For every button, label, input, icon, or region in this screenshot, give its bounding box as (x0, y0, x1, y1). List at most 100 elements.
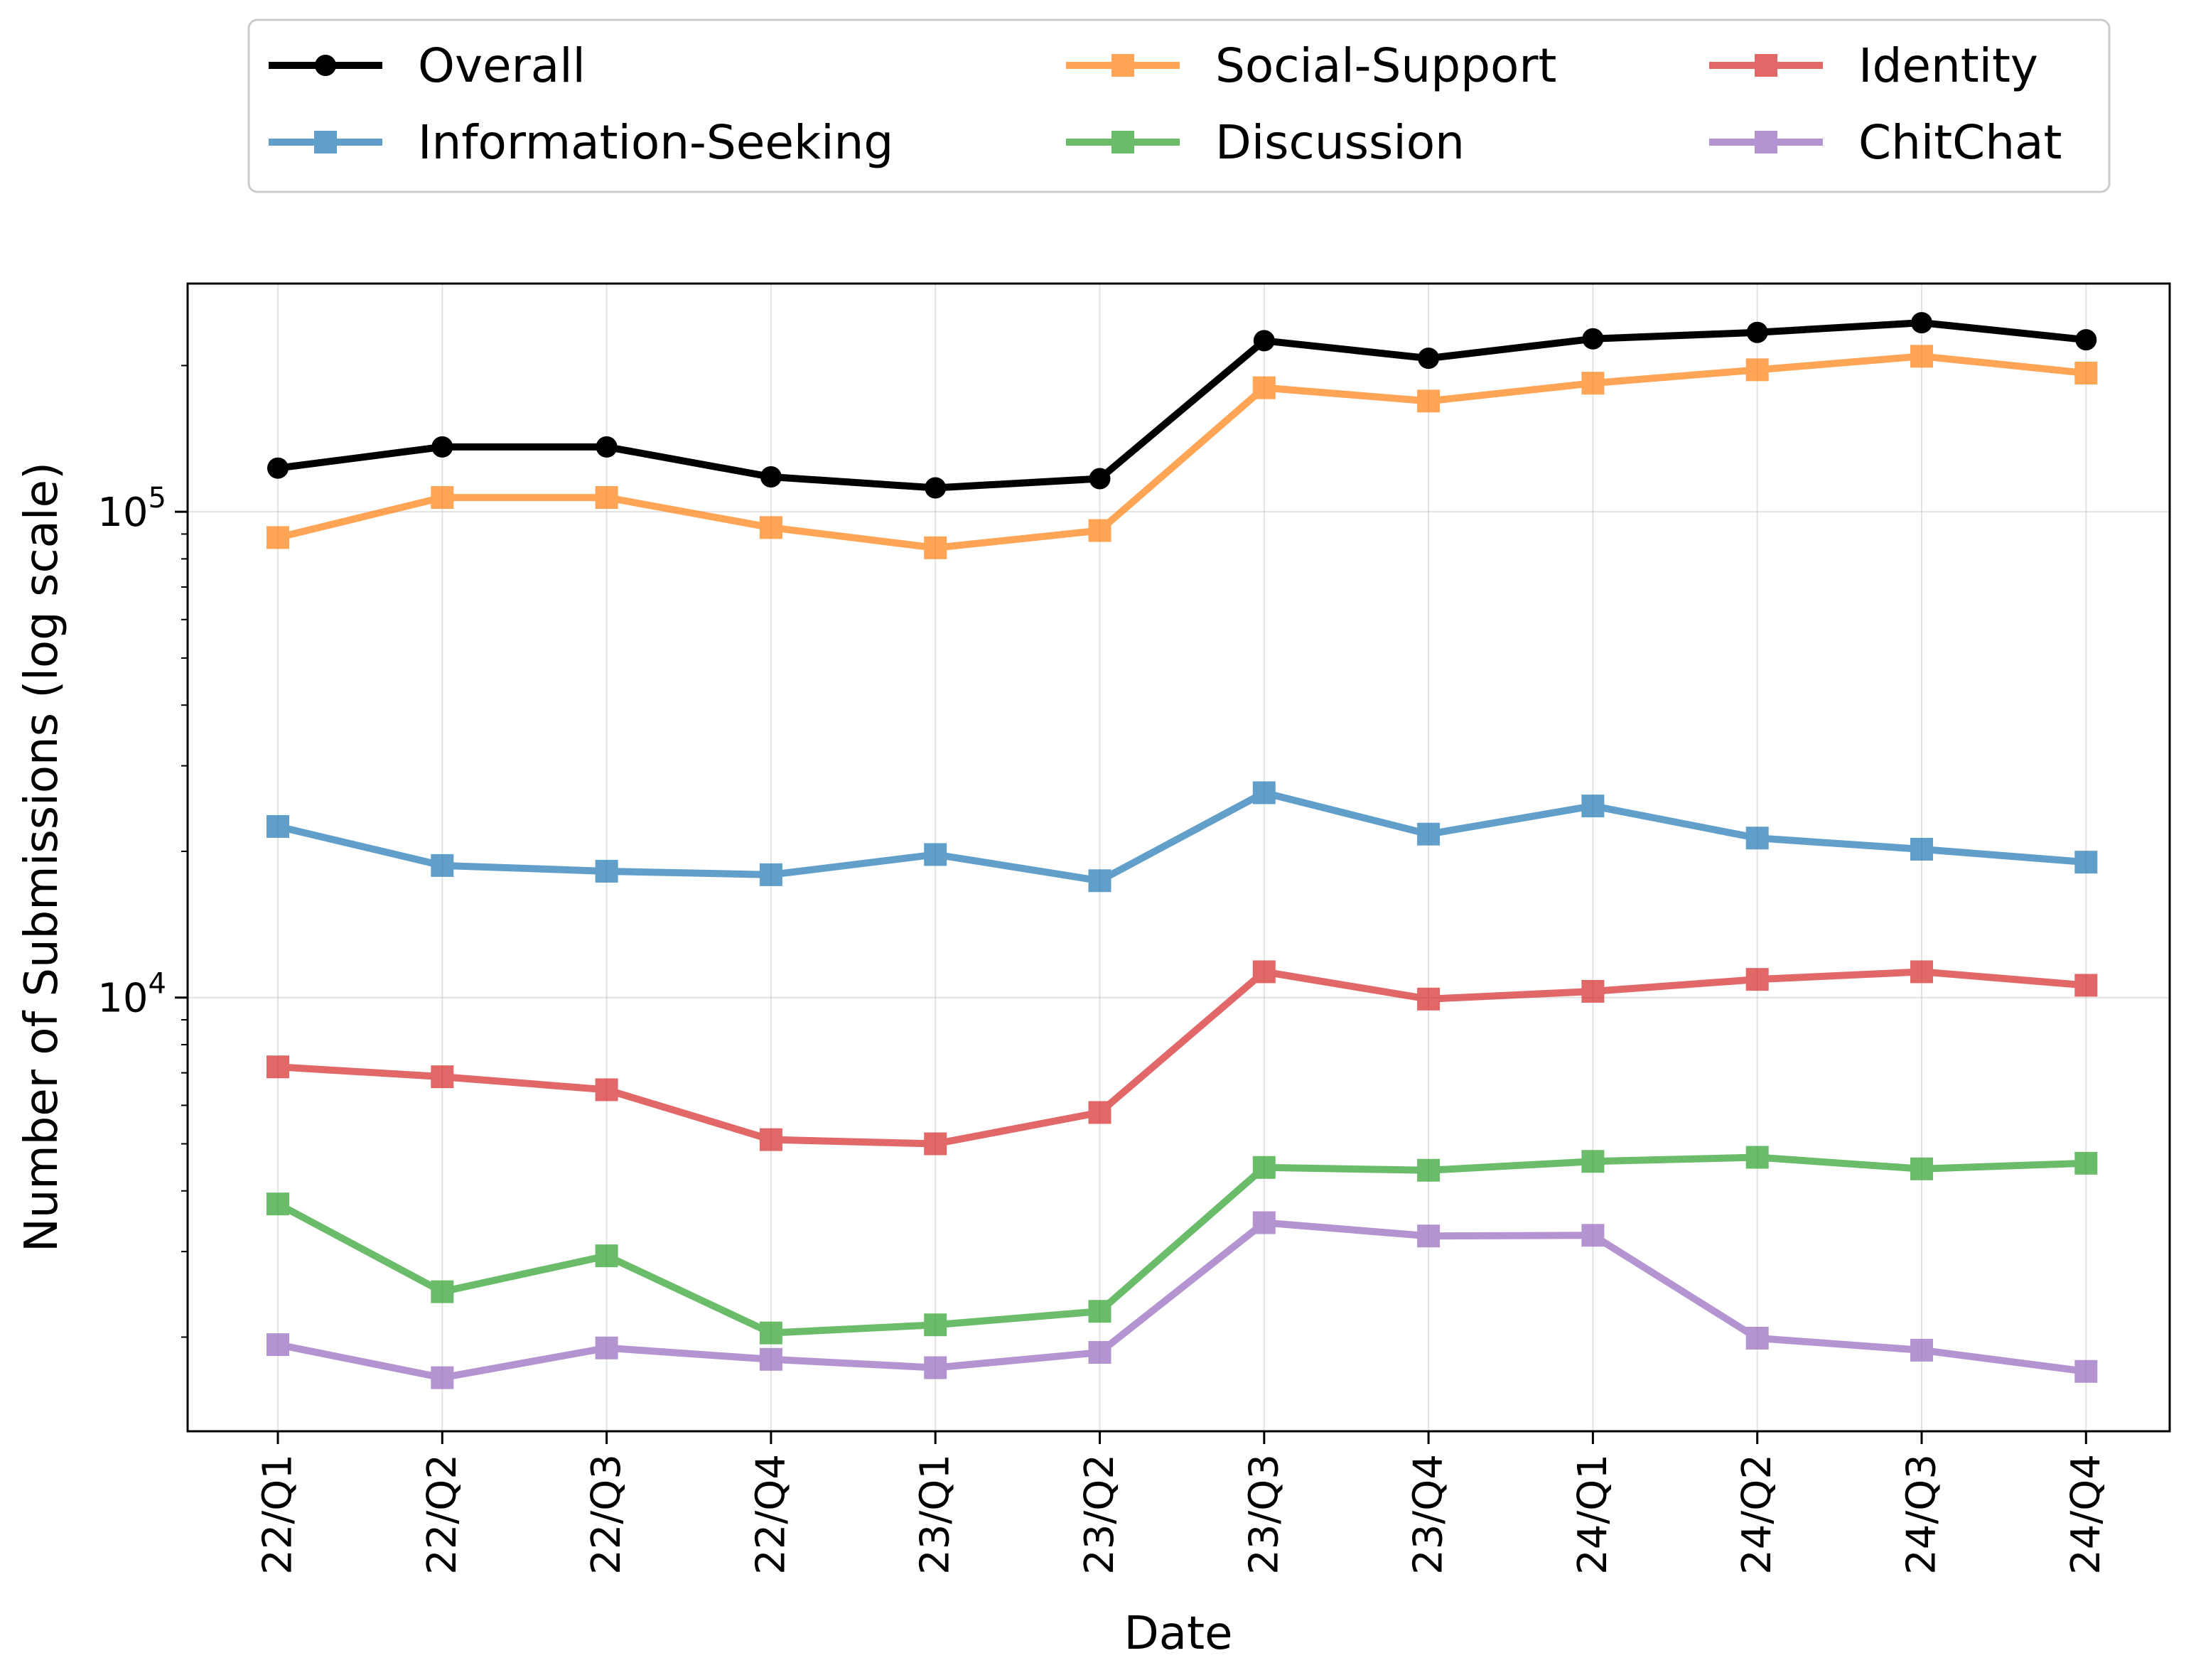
data-point (595, 1336, 618, 1359)
data-point (1910, 1338, 1933, 1362)
legend-label: Discussion (1215, 115, 1465, 170)
legend-marker (1755, 131, 1777, 154)
data-point (759, 1321, 782, 1345)
data-point (267, 1333, 289, 1357)
data-point (1910, 1157, 1933, 1180)
data-point (267, 1055, 289, 1079)
data-point (924, 536, 947, 559)
series-identity (267, 960, 2098, 1156)
data-point (267, 1192, 289, 1216)
data-point (1581, 795, 1605, 818)
data-point (1581, 1224, 1605, 1247)
series-line (276, 789, 2087, 885)
data-point (1417, 822, 1441, 846)
data-point (1252, 960, 1276, 984)
data-point (2074, 361, 2098, 384)
data-point (760, 466, 782, 488)
x-tick-label: 23/Q3 (1241, 1454, 1287, 1575)
data-point (2074, 974, 2098, 997)
y-tick-label: 104 (97, 968, 166, 1022)
data-point (1417, 1158, 1441, 1182)
x-tick-label: 24/Q3 (1899, 1454, 1945, 1575)
data-point (1252, 376, 1276, 399)
data-point (1088, 869, 1111, 893)
y-tick-label: 105 (97, 482, 166, 536)
data-point (1088, 1341, 1111, 1364)
data-point (2074, 851, 2098, 874)
legend-label: Social-Support (1215, 38, 1556, 93)
data-point (1910, 837, 1933, 861)
data-point (1089, 468, 1111, 490)
series-line (277, 319, 2087, 492)
data-point (759, 516, 782, 539)
data-point (1252, 781, 1276, 804)
data-point (1417, 1224, 1441, 1248)
data-point (924, 1132, 947, 1156)
series-social-support (267, 345, 2098, 559)
x-tick-label: 22/Q2 (419, 1454, 465, 1575)
data-point (759, 1347, 782, 1371)
legend-marker (1111, 54, 1134, 77)
x-axis-label: Date (1124, 1608, 1233, 1660)
data-point (431, 1366, 454, 1389)
legend-marker (1111, 131, 1134, 154)
legend-item (269, 131, 382, 154)
data-point (2074, 1359, 2098, 1383)
data-point (267, 526, 289, 549)
data-point (1582, 328, 1604, 350)
x-axis: 22/Q1 22/Q2 22/Q3 22/Q4 23/Q1 23/Q2 23/Q3 23/Q4… (255, 1431, 2109, 1575)
series-overall (267, 312, 2097, 499)
data-point (1581, 979, 1605, 1003)
data-point (1088, 1101, 1111, 1124)
data-point (1253, 330, 1275, 352)
x-tick-label: 23/Q2 (1077, 1454, 1123, 1575)
data-point (1745, 358, 1769, 382)
plot-frame (186, 282, 2171, 1433)
data-point (1911, 312, 1932, 334)
legend-item (1709, 131, 1823, 154)
data-point (1252, 1211, 1276, 1234)
series-information-seeking (267, 781, 2098, 893)
data-point (924, 843, 947, 866)
series-chitchat (267, 1211, 2098, 1389)
x-tick-label: 22/Q4 (748, 1454, 794, 1575)
data-point (431, 436, 453, 458)
data-point (1746, 321, 1768, 343)
data-point (1910, 345, 1933, 368)
data-point (1418, 348, 1440, 370)
data-point (595, 1244, 618, 1268)
data-point (267, 814, 289, 838)
x-tick-label: 23/Q4 (1406, 1454, 1452, 1575)
y-axis: 104 105 (97, 365, 188, 1338)
data-point (1417, 389, 1441, 413)
data-point (431, 1280, 454, 1303)
data-point (595, 1078, 618, 1102)
grid (188, 284, 2170, 1431)
data-point (1581, 372, 1605, 395)
data-point (595, 859, 618, 883)
x-tick-label: 22/Q1 (255, 1454, 301, 1575)
data-point (431, 854, 454, 877)
x-tick-label: 22/Q3 (583, 1454, 630, 1575)
legend-marker (315, 55, 336, 76)
legend-item (1066, 54, 1180, 77)
legend-label: Overall (418, 38, 586, 93)
legend: Overall Information-Seeking Social-Support… (247, 18, 2111, 193)
data-point (431, 1065, 454, 1089)
series-layer (267, 312, 2098, 1389)
data-point (1745, 1326, 1769, 1350)
data-point (924, 1356, 947, 1379)
series-discussion (267, 1146, 2098, 1345)
legend-label: Identity (1858, 38, 2038, 93)
y-axis-label: Number of Submissions (log scale) (16, 462, 68, 1252)
data-point (1417, 987, 1441, 1011)
series-line (277, 1219, 2087, 1382)
legend-box (247, 18, 2111, 193)
data-point (1745, 968, 1769, 991)
x-tick-label: 23/Q1 (913, 1454, 959, 1575)
legend-marker (1755, 54, 1777, 77)
x-tick-label: 24/Q1 (1570, 1454, 1616, 1575)
data-point (1581, 1150, 1605, 1173)
data-point (1088, 519, 1111, 542)
data-point (1088, 1300, 1111, 1323)
